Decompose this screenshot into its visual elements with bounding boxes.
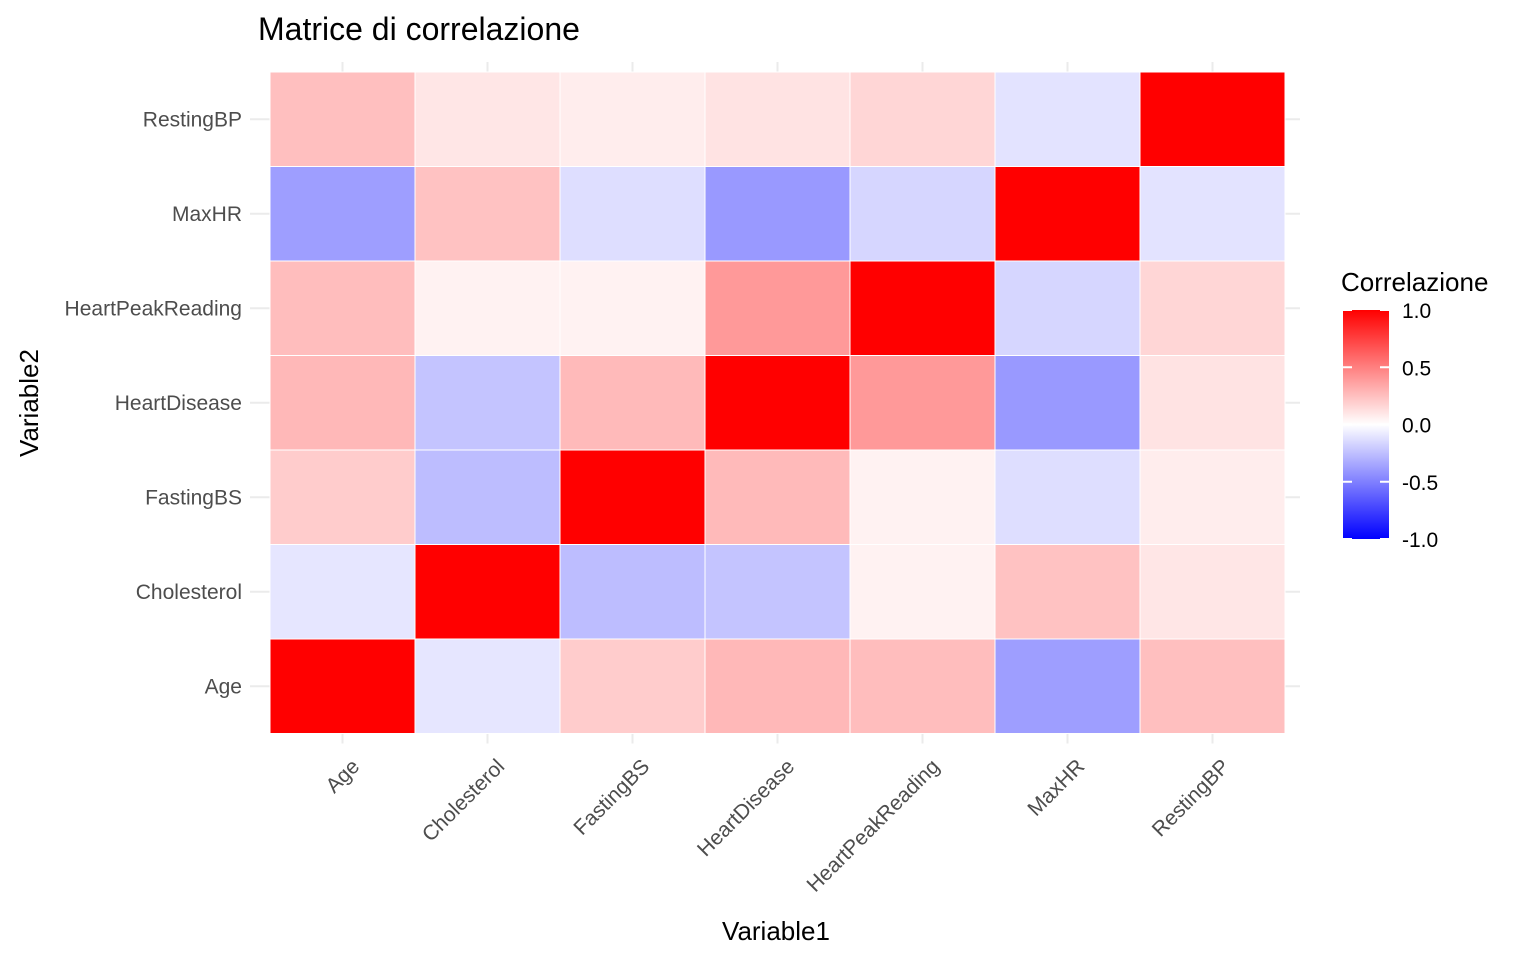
heatmap-cell-fastingbs-cholesterol: FastingBS / Cholesterol: -0.26 [559, 544, 706, 640]
heatmap-cell-fastingbs-heartdisease: FastingBS / HeartDisease: 0.27 [559, 355, 706, 451]
x-tick-label-cholesterol: Cholesterol [418, 755, 509, 846]
legend-label: 0.5 [1402, 357, 1431, 380]
y-tick-label-heartdisease: HeartDisease [115, 392, 242, 415]
x-tick-label-heartdisease: HeartDisease [693, 755, 799, 861]
heatmap-cell-heartdisease-heartpeakreading: HeartDisease / HeartPeakReading: 0.4 [704, 260, 851, 356]
heatmap-cell-maxhr-age: MaxHR / Age: -0.38 [994, 638, 1141, 734]
heatmap-cell-heartdisease-maxhr: HeartDisease / MaxHR: -0.4 [704, 166, 851, 262]
heatmap-cell-fastingbs-age: FastingBS / Age: 0.2 [559, 638, 706, 734]
heatmap-cell-restingbp-fastingbs: RestingBP / FastingBS: 0.07 [1139, 449, 1286, 545]
heatmap-cell-cholesterol-maxhr: Cholesterol / MaxHR: 0.24 [414, 166, 561, 262]
y-tick-label-age: Age [205, 675, 242, 698]
heatmap-cell-cholesterol-restingbp: Cholesterol / RestingBP: 0.1 [414, 71, 561, 167]
heatmap-cell-maxhr-maxhr: MaxHR / MaxHR: 1 [994, 166, 1141, 262]
chart-title: Matrice di correlazione [258, 11, 580, 47]
heatmap-cell-fastingbs-fastingbs: FastingBS / FastingBS: 1 [559, 449, 706, 545]
x-axis-tick-labels: Age Cholesterol FastingBS HeartDisease Heart… [322, 755, 1235, 897]
heatmap-cell-heartpeakreading-age: HeartPeakReading / Age: 0.26 [849, 638, 996, 734]
heatmap-cell-maxhr-cholesterol: MaxHR / Cholesterol: 0.24 [994, 544, 1141, 640]
heatmap-cell-restingbp-age: RestingBP / Age: 0.25 [1139, 638, 1286, 734]
y-tick-label-cholesterol: Cholesterol [136, 581, 242, 604]
heatmap-cell-maxhr-heartdisease: MaxHR / HeartDisease: -0.4 [994, 355, 1141, 451]
legend-title: Correlazione [1341, 267, 1488, 297]
heatmap-cell-heartpeakreading-heartdisease: HeartPeakReading / HeartDisease: 0.4 [849, 355, 996, 451]
y-tick-label-heartpeakreading: HeartPeakReading [65, 297, 242, 320]
heatmap-cell-restingbp-heartdisease: RestingBP / HeartDisease: 0.11 [1139, 355, 1286, 451]
y-tick-label-fastingbs: FastingBS [145, 486, 242, 509]
x-tick-label-heartpeakreading: HeartPeakReading [802, 755, 944, 897]
legend-label: -0.5 [1402, 472, 1438, 495]
heatmap-cell-age-cholesterol: Age / Cholesterol: -0.1 [269, 544, 416, 640]
heatmap-cell-heartpeakreading-fastingbs: HeartPeakReading / FastingBS: 0.05 [849, 449, 996, 545]
heatmap-cell-age-heartdisease: Age / HeartDisease: 0.28 [269, 355, 416, 451]
heatmap-cell-cholesterol-heartpeakreading: Cholesterol / HeartPeakReading: 0.05 [414, 260, 561, 356]
heatmap-cell-fastingbs-maxhr: FastingBS / MaxHR: -0.13 [559, 166, 706, 262]
heatmap-cell-age-restingbp: Age / RestingBP: 0.25 [269, 71, 416, 167]
x-tick-label-restingbp: RestingBP [1148, 755, 1234, 841]
heatmap-cell-heartpeakreading-heartpeakreading: HeartPeakReading / HeartPeakReading: 1 [849, 260, 996, 356]
heatmap-cell-heartpeakreading-cholesterol: HeartPeakReading / Cholesterol: 0.05 [849, 544, 996, 640]
heatmap-cell-maxhr-heartpeakreading: MaxHR / HeartPeakReading: -0.16 [994, 260, 1141, 356]
legend-ticks: 1.0 0.5 0.0 -0.5 -1.0 [1343, 300, 1438, 552]
legend-label: -1.0 [1402, 529, 1438, 552]
y-tick-label-restingbp: RestingBP [143, 108, 242, 131]
heatmap-cell-cholesterol-fastingbs: Cholesterol / FastingBS: -0.26 [414, 449, 561, 545]
heatmap-cell-heartdisease-heartdisease: HeartDisease / HeartDisease: 1 [704, 355, 851, 451]
heatmap-cell-restingbp-cholesterol: RestingBP / Cholesterol: 0.1 [1139, 544, 1286, 640]
heatmap-cell-maxhr-fastingbs: MaxHR / FastingBS: -0.13 [994, 449, 1141, 545]
heatmap-cell-cholesterol-age: Cholesterol / Age: -0.1 [414, 638, 561, 734]
x-tick-label-fastingbs: FastingBS [569, 755, 654, 840]
heatmap-cell-heartpeakreading-maxhr: HeartPeakReading / MaxHR: -0.16 [849, 166, 996, 262]
heatmap-cell-heartpeakreading-restingbp: HeartPeakReading / RestingBP: 0.16 [849, 71, 996, 167]
x-axis-title: Variable1 [722, 916, 830, 946]
heatmap-cell-heartdisease-age: HeartDisease / Age: 0.28 [704, 638, 851, 734]
heatmap-cell-age-age: Age / Age: 1 [269, 638, 416, 734]
y-axis-tick-labels: Age Cholesterol FastingBS HeartDisease Heart… [65, 108, 242, 698]
y-tick-label-maxhr: MaxHR [172, 203, 242, 226]
heatmap-cell-heartdisease-fastingbs: HeartDisease / FastingBS: 0.27 [704, 449, 851, 545]
heatmap-cell-age-heartpeakreading: Age / HeartPeakReading: 0.26 [269, 260, 416, 356]
x-tick-label-age: Age [322, 755, 365, 798]
heatmap-cell-cholesterol-heartdisease: Cholesterol / HeartDisease: -0.23 [414, 355, 561, 451]
y-axis-title: Variable2 [14, 349, 44, 457]
legend: Correlazione 1.0 0.5 0.0 -0.5 -1.0 [1341, 267, 1488, 552]
heatmap-cell-heartdisease-cholesterol: HeartDisease / Cholesterol: -0.23 [704, 544, 851, 640]
legend-label: 0.0 [1402, 415, 1431, 438]
heatmap-cell-maxhr-restingbp: MaxHR / RestingBP: -0.11 [994, 71, 1141, 167]
x-tick-label-maxhr: MaxHR [1023, 755, 1089, 821]
heatmap-cell-age-fastingbs: Age / FastingBS: 0.2 [269, 449, 416, 545]
heatmap-cell-fastingbs-restingbp: FastingBS / RestingBP: 0.07 [559, 71, 706, 167]
heatmap-cell-restingbp-heartpeakreading: RestingBP / HeartPeakReading: 0.16 [1139, 260, 1286, 356]
heatmap-cell-restingbp-maxhr: RestingBP / MaxHR: -0.11 [1139, 166, 1286, 262]
heatmap-cell-cholesterol-cholesterol: Cholesterol / Cholesterol: 1 [414, 544, 561, 640]
heatmap-cell-restingbp-restingbp: RestingBP / RestingBP: 1 [1139, 71, 1286, 167]
heatmap-cell-age-maxhr: Age / MaxHR: -0.38 [269, 166, 416, 262]
heatmap-cell-fastingbs-heartpeakreading: FastingBS / HeartPeakReading: 0.05 [559, 260, 706, 356]
heatmap-cell-heartdisease-restingbp: HeartDisease / RestingBP: 0.11 [704, 71, 851, 167]
legend-label: 1.0 [1402, 300, 1431, 323]
heatmap-cells: Age / Age: 1Cholesterol / Age: -0.1Fasti… [269, 71, 1286, 734]
